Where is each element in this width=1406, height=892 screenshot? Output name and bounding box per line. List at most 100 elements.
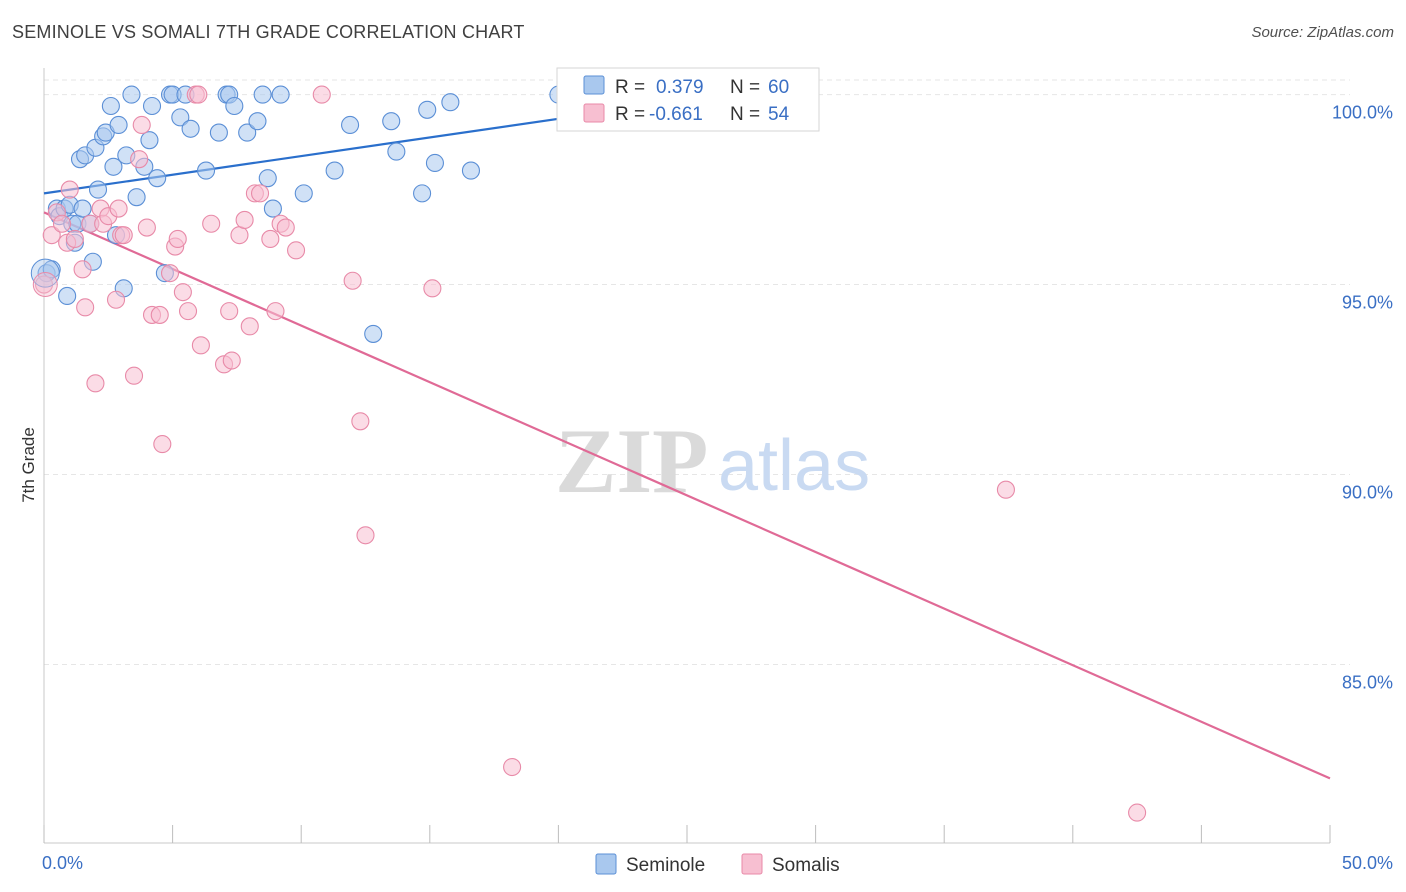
- somali-point: [76, 298, 95, 317]
- somali-point: [202, 214, 221, 233]
- somali-point: [42, 226, 61, 245]
- stats-n-value-somali: 54: [768, 104, 790, 125]
- somali-point: [240, 317, 259, 336]
- seminole-point: [109, 115, 128, 135]
- stats-swatch-somali: [583, 103, 605, 123]
- somali-point: [276, 218, 295, 237]
- stats-r-value-seminole: 0.379: [656, 77, 704, 98]
- stats-r-value-somali: -0.661: [649, 104, 703, 125]
- somali-point: [189, 85, 208, 104]
- seminole-point: [294, 184, 313, 203]
- seminole-point: [104, 157, 123, 176]
- somali-point: [124, 366, 144, 385]
- seminole-point: [58, 286, 77, 305]
- seminole-point: [171, 108, 190, 127]
- somali-point: [423, 279, 442, 298]
- seminole-point: [325, 161, 344, 180]
- series-legend: Seminole Somalis: [595, 853, 840, 876]
- somali-point: [109, 199, 128, 218]
- somali-point: [266, 302, 285, 321]
- gridlines: [44, 79, 1350, 665]
- axes: [43, 68, 1331, 844]
- somali-point: [230, 226, 249, 245]
- seminole-point: [122, 85, 141, 104]
- somali-point: [343, 271, 362, 290]
- stats-n-value-seminole: 60: [768, 77, 789, 98]
- somali-point: [73, 260, 92, 279]
- somali-point: [222, 351, 241, 370]
- legend-swatch-somalis: [741, 853, 763, 875]
- somali-point: [356, 526, 375, 545]
- stats-swatch-seminole: [583, 75, 605, 95]
- somali-point: [130, 150, 149, 169]
- stats-n-label-seminole: N =: [730, 77, 760, 98]
- somali-point: [287, 241, 306, 260]
- seminole-point: [364, 324, 383, 343]
- somali-point: [503, 757, 522, 777]
- somali-point: [261, 229, 280, 249]
- stats-r-label-somali: R =: [615, 104, 645, 125]
- watermark-atlas: atlas: [718, 426, 870, 506]
- seminole-point: [461, 161, 481, 180]
- seminole-point: [258, 169, 277, 188]
- watermark-zip: ZIP: [555, 410, 708, 512]
- somali-point: [52, 214, 72, 233]
- seminole-point: [30, 258, 60, 288]
- somali-point: [250, 184, 270, 203]
- seminole-point: [88, 180, 108, 199]
- somali-point: [65, 229, 84, 249]
- seminole-point: [181, 119, 200, 138]
- somali-point: [114, 226, 133, 245]
- x-tick-label: 50.0%: [1342, 853, 1393, 873]
- somali-point: [191, 336, 210, 355]
- seminole-point: [248, 112, 267, 131]
- seminole-point: [140, 131, 159, 150]
- somali-point: [173, 283, 192, 302]
- y-tick-label: 100.0%: [1332, 103, 1393, 123]
- somali-point: [220, 302, 239, 321]
- stats-r-label-seminole: R =: [615, 77, 645, 98]
- y-tick-label: 85.0%: [1342, 672, 1393, 692]
- seminole-point: [225, 96, 244, 116]
- seminole-point: [73, 199, 92, 218]
- somali-point: [86, 374, 105, 393]
- seminole-point: [441, 93, 460, 112]
- seminole-point: [142, 96, 162, 116]
- seminole-point: [148, 169, 167, 188]
- somali-point: [132, 115, 151, 135]
- somali-point: [137, 218, 156, 237]
- seminole-point: [271, 85, 290, 104]
- stats-legend: R = 0.379 N = 60 R = -0.661 N = 54: [556, 67, 820, 132]
- chart-title: SEMINOLE VS SOMALI 7TH GRADE CORRELATION…: [12, 22, 525, 42]
- somali-point: [106, 290, 126, 309]
- somali-point: [168, 229, 187, 249]
- y-tick-label: 95.0%: [1342, 293, 1393, 313]
- seminole-point: [263, 199, 282, 218]
- chart-source: Source: ZipAtlas.com: [1251, 24, 1394, 41]
- tick-labels: 100.0% 95.0% 90.0% 85.0% 0.0% 50.0%: [42, 103, 1393, 873]
- stats-n-label-somali: N =: [730, 104, 760, 125]
- seminole-point: [253, 85, 272, 104]
- y-axis-label: 7th Grade: [19, 427, 38, 503]
- somali-point: [153, 435, 172, 454]
- somali-point: [150, 305, 169, 324]
- seminole-point: [387, 142, 406, 161]
- somali-point: [1128, 803, 1147, 822]
- legend-label-somalis: Somalis: [772, 855, 840, 876]
- watermark: ZIP atlas: [555, 410, 870, 512]
- somali-point: [32, 272, 58, 298]
- seminole-point: [418, 100, 437, 119]
- legend-label-seminole: Seminole: [626, 855, 705, 876]
- somali-point: [160, 264, 180, 283]
- somali-point: [60, 180, 79, 199]
- seminole-point: [209, 123, 228, 142]
- seminole-point: [196, 161, 216, 180]
- seminole-point: [425, 153, 444, 173]
- somali-point: [351, 412, 370, 431]
- seminole-point: [238, 123, 257, 142]
- somali-point: [996, 480, 1015, 499]
- somali-trend-line: [43, 211, 1331, 780]
- y-tick-label: 90.0%: [1342, 482, 1393, 502]
- somali-point: [312, 85, 331, 104]
- somali-point: [34, 275, 54, 294]
